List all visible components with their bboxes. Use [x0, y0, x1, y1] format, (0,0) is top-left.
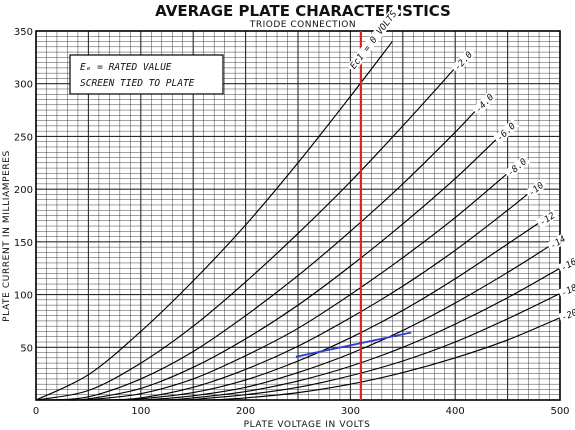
curve-label-bg [503, 154, 531, 180]
x-tick-label: 0 [33, 406, 39, 417]
curve-11 [207, 317, 561, 401]
plate-curves [35, 41, 561, 401]
curve-1 [35, 41, 393, 401]
annotation-line-2: SCREEN TIED TO PLATE [80, 78, 195, 89]
curve-label-bg [471, 89, 498, 116]
curve-8 [144, 245, 550, 401]
curve-label-bg [524, 178, 548, 200]
x-tick-label: 100 [131, 406, 150, 417]
y-axis-label: PLATE CURRENT IN MILLIAMPERES [2, 150, 12, 322]
y-tick-label: 200 [14, 185, 33, 196]
x-axis-label: PLATE VOLTAGE IN VOLTS [244, 420, 371, 430]
y-tick-label: 50 [20, 343, 33, 354]
chart-subtitle: TRIODE CONNECTION [249, 20, 356, 30]
curve-label-bg [493, 118, 520, 145]
curve-5 [86, 172, 508, 401]
x-tick-label: 300 [341, 406, 360, 417]
reference-lines [295, 31, 412, 400]
y-tick-label: 350 [14, 27, 33, 38]
plot-frame [35, 30, 561, 401]
annotation-line-1: Eₑ = RATED VALUE [80, 62, 172, 73]
axis-ticks: 0 100 200 300 400 500 50 100 150 200 250 300 350 [14, 27, 570, 417]
curve-label-bg [450, 47, 477, 74]
curve-label-10: -18 [560, 283, 575, 299]
y-tick-label: 100 [14, 291, 33, 302]
annotation-box: Eₑ = RATED VALUE SCREEN TIED TO PLATE [69, 54, 224, 95]
blue-load-line [295, 331, 412, 358]
curve-label-bg [558, 306, 575, 324]
y-tick-label: 300 [14, 80, 33, 91]
x-tick-label: 400 [446, 406, 465, 417]
curve-6 [105, 192, 529, 401]
y-tick-label: 250 [14, 132, 33, 143]
curve-3 [48, 109, 477, 401]
curve-label-bg [557, 281, 575, 300]
curve-label-bg [535, 208, 559, 229]
curve-10 [186, 293, 561, 401]
curve-label-bg [346, 5, 402, 73]
x-tick-label: 500 [550, 406, 569, 417]
y-tick-label: 150 [14, 238, 33, 249]
x-tick-label: 200 [236, 406, 255, 417]
chart-title: AVERAGE PLATE CHARACTERISTICS [155, 2, 451, 20]
curve-label-bg [546, 232, 570, 252]
curve-label-11: -20 [560, 308, 575, 324]
curve-2 [35, 67, 456, 401]
curve-9 [165, 267, 561, 401]
curve-4 [67, 138, 498, 401]
